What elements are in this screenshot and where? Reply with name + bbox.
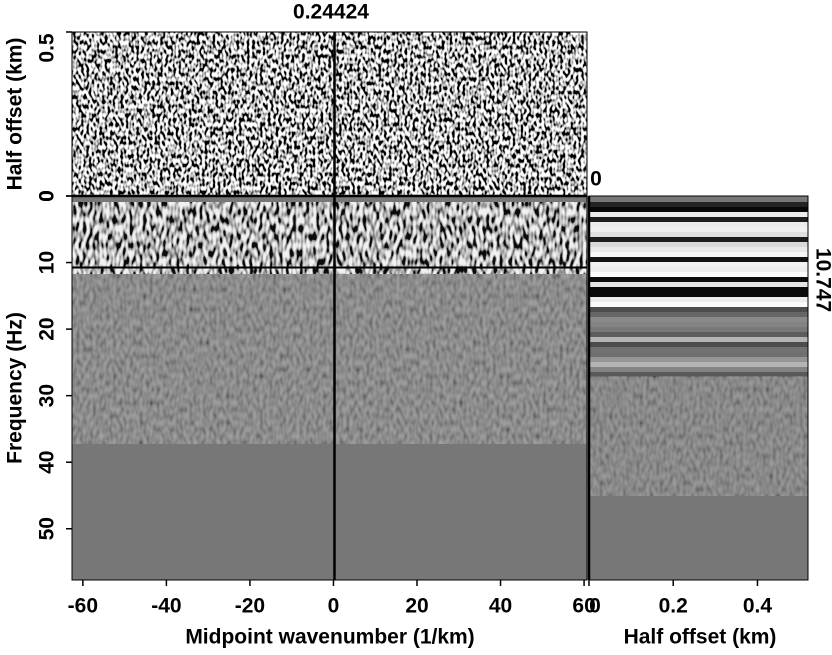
side-stripe (589, 287, 808, 292)
side-x-tick-label: 0 (589, 595, 601, 618)
side-stripe (589, 307, 808, 312)
side-stripe (589, 357, 808, 362)
y-tick-label: 0 (36, 190, 59, 202)
side-stripe (589, 292, 808, 297)
side-stripe (589, 247, 808, 252)
x-axis-label: Midpoint wavenumber (1/km) (185, 626, 474, 649)
side-stripe (589, 202, 808, 207)
wavenumber-slice-label: 0.24424 (293, 1, 369, 24)
side-x-axis-label: Half offset (km) (624, 626, 777, 649)
side-stripe (589, 262, 808, 267)
side-stripe (589, 227, 808, 232)
y-tick-label: 40 (36, 451, 59, 474)
side-stripe (589, 267, 808, 272)
side-stripe (589, 372, 808, 377)
side-stripe (589, 277, 808, 282)
side-stripe (589, 212, 808, 217)
top-panel-image (72, 32, 587, 196)
plot-layer (71, 31, 809, 581)
side-stripe (589, 342, 808, 347)
side-stripe (589, 207, 808, 212)
frequency-slice-label: 10.747 (811, 248, 832, 312)
y-tick-label: 50 (36, 517, 59, 540)
x-tick-label: 60 (572, 595, 595, 618)
x-tick-label: 20 (405, 595, 428, 618)
front-panel-texture (72, 274, 587, 444)
side-stripe (589, 317, 808, 322)
top-y-tick-label: 0.5 (36, 33, 59, 63)
side-stripe (589, 242, 808, 247)
y-tick-label: 20 (36, 317, 59, 340)
offset-slice-label: 0 (590, 168, 602, 191)
side-x-tick-label: 0.4 (743, 595, 773, 618)
side-stripe (589, 322, 808, 327)
side-panel-texture (589, 376, 808, 496)
side-stripe (589, 312, 808, 317)
front-panel-band (72, 202, 587, 274)
side-stripe (589, 337, 808, 342)
side-stripe (589, 237, 808, 242)
side-x-tick-label: 0.2 (659, 595, 688, 618)
side-stripe (589, 327, 808, 332)
y-axis-label: Frequency (Hz) (4, 312, 27, 464)
side-stripe (589, 297, 808, 302)
x-tick-label: -40 (151, 595, 181, 618)
side-stripe (589, 362, 808, 367)
side-stripe (589, 282, 808, 287)
x-tick-label: 0 (328, 595, 340, 618)
side-stripe (589, 232, 808, 237)
side-stripe (589, 257, 808, 262)
side-stripe (589, 272, 808, 277)
side-stripe (589, 217, 808, 222)
top-y-tick-label: 0 (36, 190, 59, 202)
top-y-axis-label: Half offset (km) (4, 38, 27, 191)
side-stripe (589, 367, 808, 372)
y-tick-label: 30 (36, 384, 59, 407)
x-tick-label: -20 (235, 595, 265, 618)
side-stripe (589, 302, 808, 307)
x-tick-label: -60 (68, 595, 98, 618)
y-tick-label: 10 (36, 251, 59, 274)
side-stripe (589, 332, 808, 337)
side-stripe (589, 222, 808, 227)
side-stripe (589, 347, 808, 352)
x-tick-label: 40 (489, 595, 512, 618)
side-stripe (589, 352, 808, 357)
side-stripe (589, 252, 808, 257)
